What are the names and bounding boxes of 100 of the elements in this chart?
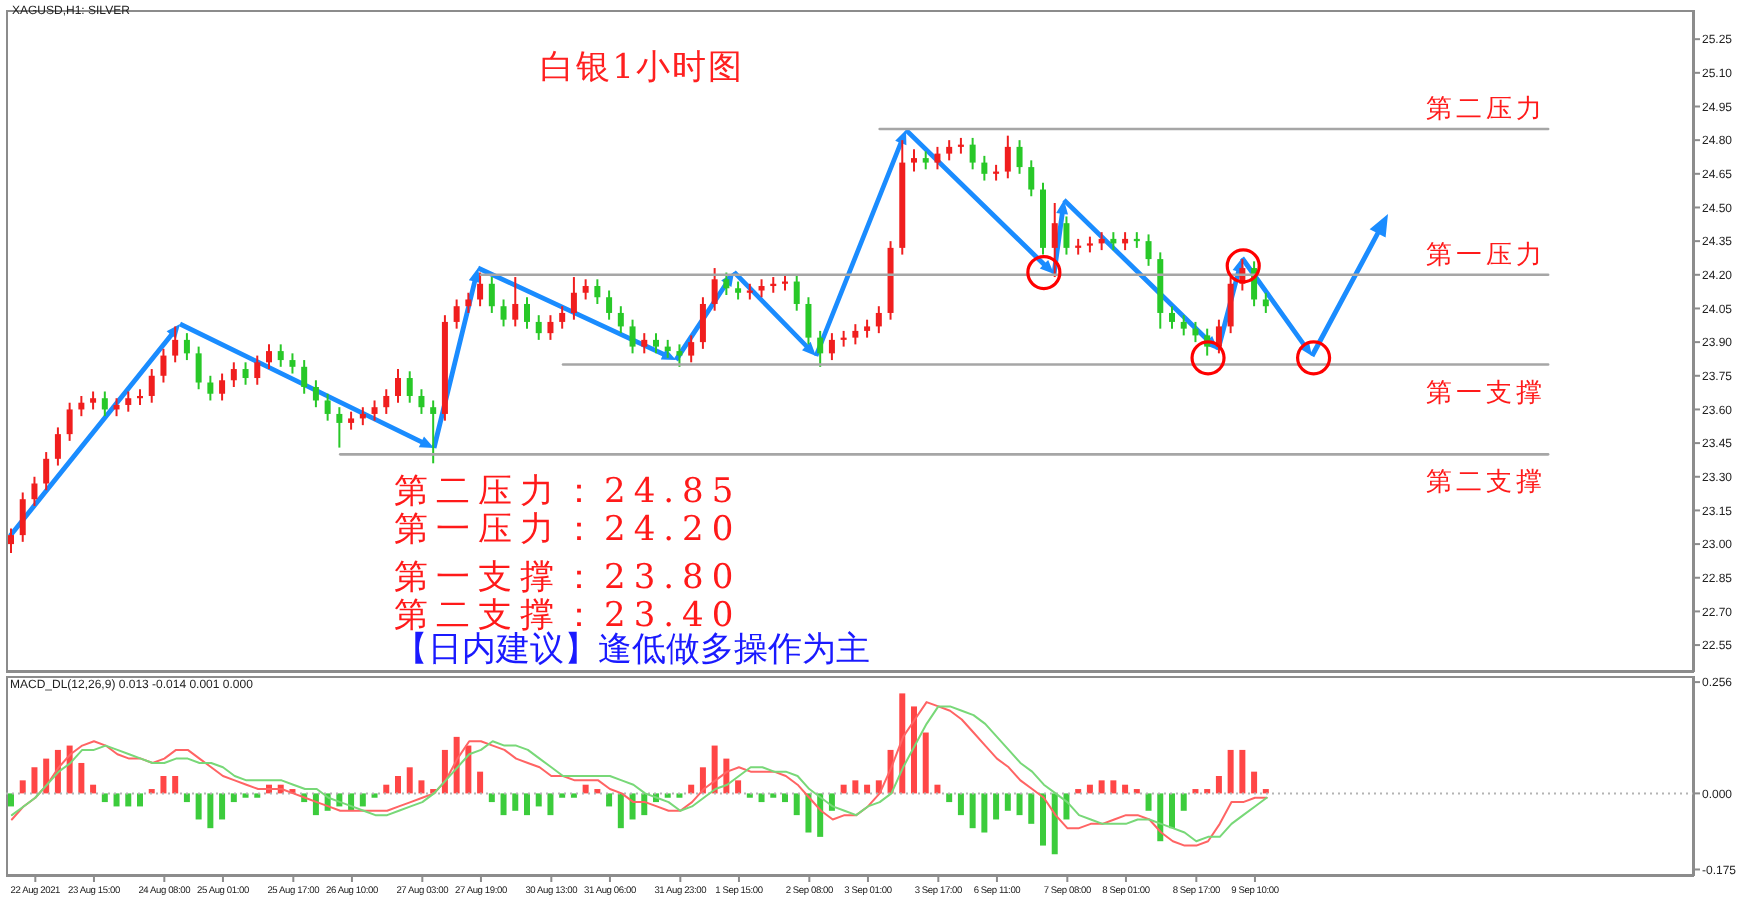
candlestick <box>230 361 237 388</box>
candlestick <box>1004 134 1011 180</box>
candlestick <box>629 318 636 355</box>
candlestick <box>254 354 261 386</box>
bar <box>524 793 530 816</box>
bar <box>137 793 143 807</box>
candlestick <box>840 329 847 348</box>
candlestick <box>1051 201 1058 279</box>
bar <box>852 780 859 794</box>
point <box>1190 340 1226 376</box>
point <box>1295 340 1332 376</box>
bar <box>230 793 237 803</box>
annotation: 第二压力：24.85 <box>394 472 742 512</box>
bar <box>782 793 788 803</box>
bar <box>172 776 179 794</box>
bar <box>1145 793 1152 811</box>
candlestick <box>31 475 38 507</box>
candlestick <box>981 154 988 182</box>
candlestick <box>137 388 143 406</box>
bar <box>805 793 812 833</box>
candlestick <box>582 278 589 301</box>
candlestick <box>723 271 730 296</box>
candlestick <box>1227 276 1234 335</box>
bar <box>31 767 38 794</box>
candlestick <box>570 276 577 321</box>
candlestick <box>183 332 190 362</box>
candlestick <box>207 374 214 402</box>
series-label: 第二支撑 <box>1426 468 1547 499</box>
bar <box>1251 771 1258 794</box>
candlestick <box>934 145 941 171</box>
candlestick <box>946 139 953 162</box>
bar <box>617 793 624 829</box>
candlestick <box>676 343 683 368</box>
bar <box>101 793 108 803</box>
candlestick <box>1192 320 1199 344</box>
bar <box>465 745 472 794</box>
candlestick <box>828 332 835 362</box>
candlestick <box>512 276 519 328</box>
candlestick <box>594 278 601 305</box>
candlestick <box>1215 318 1222 355</box>
bar <box>1169 793 1175 829</box>
candlestick <box>125 390 132 413</box>
candlestick <box>172 325 179 364</box>
candlestick <box>535 314 542 341</box>
series-label: 第一压力 <box>1426 240 1547 271</box>
candlestick <box>195 345 202 391</box>
candlestick <box>148 368 155 404</box>
bar <box>535 793 542 807</box>
bar <box>946 793 953 803</box>
candlestick <box>160 347 167 384</box>
bar <box>758 793 765 803</box>
candlestick <box>453 298 460 330</box>
candlestick <box>43 451 50 492</box>
bar <box>195 793 202 820</box>
candlestick <box>395 368 401 404</box>
candlestick <box>312 379 319 409</box>
candlestick <box>383 388 390 415</box>
candlestick <box>277 343 284 368</box>
candlestick <box>805 296 812 346</box>
candlestick <box>1016 139 1023 175</box>
candlestick <box>1063 215 1070 256</box>
candlestick <box>289 352 296 375</box>
candlestick <box>219 372 226 402</box>
bar <box>512 793 519 811</box>
bar <box>735 780 742 794</box>
bar <box>1098 780 1105 794</box>
bar <box>183 793 190 803</box>
candlestick <box>770 276 777 294</box>
bar <box>125 793 132 807</box>
candlestick <box>418 388 425 415</box>
bar <box>1016 793 1023 816</box>
bar <box>981 793 988 833</box>
candlestick <box>78 394 85 418</box>
bar <box>606 793 613 807</box>
candlestick <box>301 359 308 395</box>
bar <box>500 793 507 816</box>
candlestick <box>957 136 964 155</box>
candlestick <box>653 332 659 355</box>
candlestick <box>19 491 26 543</box>
bar <box>441 749 448 794</box>
bar <box>1004 793 1011 811</box>
candlestick <box>559 305 566 330</box>
bar <box>359 793 366 807</box>
annotation: 【日内建议】逢低做多操作为主 <box>394 630 870 670</box>
candlestick <box>1028 159 1035 198</box>
bar <box>1028 793 1035 824</box>
candlestick <box>606 289 613 321</box>
candlestick <box>1262 291 1269 314</box>
bar <box>993 793 1000 820</box>
candlestick <box>488 276 495 314</box>
point <box>1225 248 1261 284</box>
candlestick <box>101 390 108 418</box>
candlestick <box>793 273 800 312</box>
bar <box>1215 776 1222 794</box>
bar <box>1040 793 1046 846</box>
series-label: 第一支撑 <box>1426 378 1547 409</box>
bar <box>1227 749 1234 794</box>
bar <box>488 793 495 803</box>
candlestick <box>1075 237 1082 256</box>
candlestick <box>969 136 976 171</box>
